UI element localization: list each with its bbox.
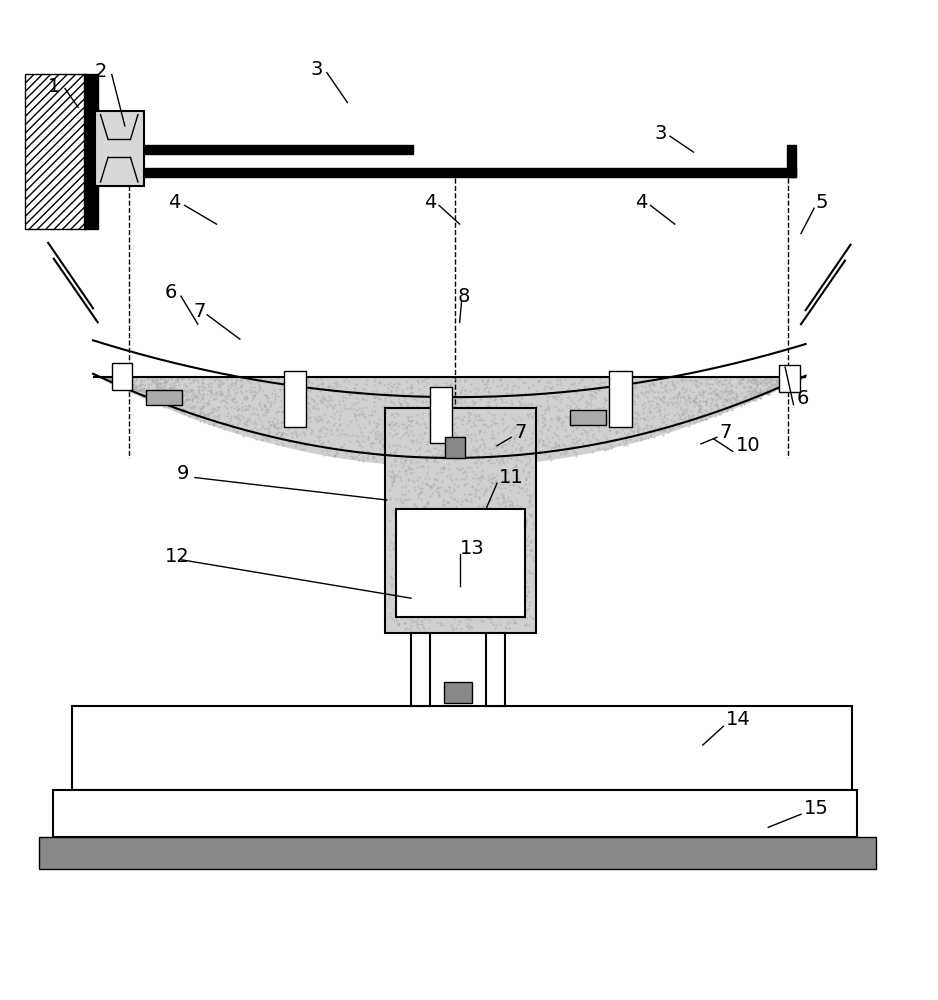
Polygon shape [93, 374, 806, 467]
Bar [787, 145, 796, 177]
Bar [98, 145, 413, 154]
Text: 7: 7 [514, 423, 526, 442]
Bar [83, 74, 98, 229]
Bar [411, 633, 430, 706]
Bar [486, 633, 505, 706]
Text: 1: 1 [48, 77, 61, 96]
Bar [53, 790, 857, 837]
Bar [396, 509, 525, 617]
Bar [430, 387, 452, 443]
Text: 4: 4 [424, 193, 436, 212]
Text: 13: 13 [460, 539, 484, 558]
Bar [570, 410, 606, 425]
Bar [779, 365, 800, 392]
Text: 6: 6 [796, 389, 809, 408]
Text: 2: 2 [95, 62, 107, 81]
Text: 15: 15 [804, 799, 828, 818]
Polygon shape [385, 408, 537, 633]
Text: 11: 11 [499, 468, 523, 487]
Text: 8: 8 [458, 287, 470, 306]
Text: 3: 3 [310, 60, 323, 79]
Bar [112, 363, 132, 390]
Text: 3: 3 [654, 124, 667, 143]
Bar [284, 371, 307, 427]
Bar [444, 682, 472, 703]
Text: 14: 14 [726, 710, 751, 729]
Bar [445, 437, 465, 458]
Text: 6: 6 [165, 283, 177, 302]
Bar [24, 74, 85, 229]
Text: 5: 5 [815, 193, 827, 212]
Text: 7: 7 [719, 423, 732, 442]
Bar [71, 706, 853, 790]
Text: 10: 10 [735, 436, 760, 455]
Text: 4: 4 [635, 193, 648, 212]
Bar [95, 111, 144, 186]
Text: 4: 4 [168, 193, 180, 212]
Text: 7: 7 [193, 302, 205, 321]
Text: 12: 12 [165, 547, 189, 566]
Bar [98, 168, 796, 177]
Text: 9: 9 [177, 464, 189, 483]
Bar [610, 371, 631, 427]
Bar [146, 390, 182, 405]
Bar [38, 837, 876, 869]
